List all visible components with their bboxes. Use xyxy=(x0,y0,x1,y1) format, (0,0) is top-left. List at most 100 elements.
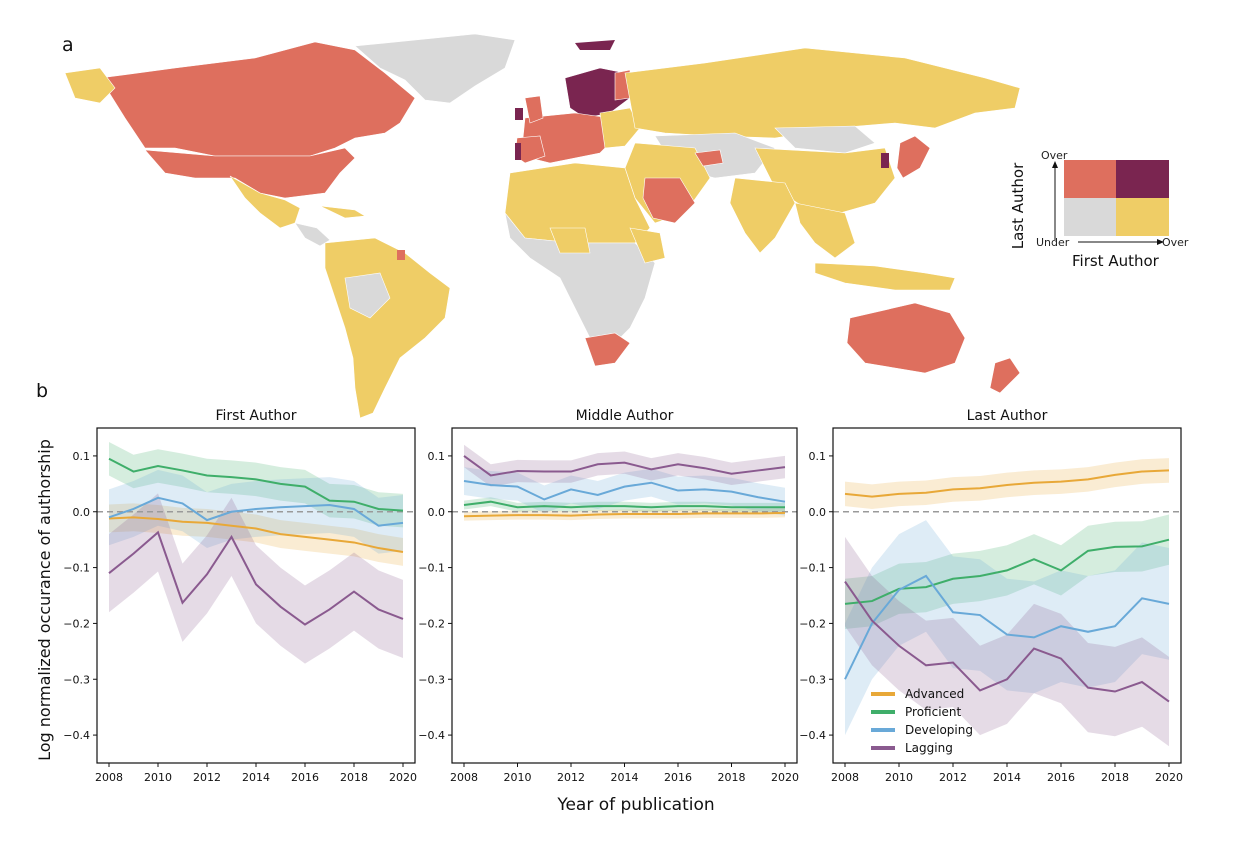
x-tick-label: 2018 xyxy=(1101,771,1129,784)
map-legend: Over Under Over First Author Last Author xyxy=(1009,145,1210,275)
y-tick-label: −0.2 xyxy=(799,617,826,630)
map-ireland xyxy=(515,108,523,120)
confidence-band-developing xyxy=(845,520,1169,736)
series-line-proficient xyxy=(463,500,785,509)
x-tick-label: 2008 xyxy=(831,771,859,784)
x-tick-label: 2020 xyxy=(771,771,799,784)
map-indonesia xyxy=(814,262,956,291)
panel-label-a: a xyxy=(62,34,74,56)
series-line-lagging xyxy=(463,455,786,477)
y-tick-label: −0.3 xyxy=(63,673,90,686)
world-map-svg xyxy=(64,33,1021,419)
panel-label-b: b xyxy=(36,380,49,402)
map-portugal xyxy=(515,143,521,160)
series-line-developing xyxy=(844,574,1170,680)
map-legend-x-right: Over xyxy=(1162,236,1189,249)
map-scandinavia xyxy=(564,67,631,119)
series-line-lagging xyxy=(108,530,404,626)
map-iran xyxy=(694,149,724,167)
map-usa xyxy=(144,147,356,199)
x-tick-label: 2014 xyxy=(993,771,1021,784)
map-french-guiana xyxy=(397,250,405,260)
chart-0: First Author 0.1 0.0 −0.1 −0.2 −0.3 −0.4 2008 20… xyxy=(63,408,417,784)
series-line-advanced xyxy=(463,511,786,518)
x-tick-label: 2010 xyxy=(885,771,913,784)
map-greenland xyxy=(354,33,516,104)
confidence-band-developing xyxy=(109,469,403,554)
shared-x-label: Year of publication xyxy=(556,795,714,815)
map-india xyxy=(729,177,796,254)
x-tick-label: 2014 xyxy=(242,771,270,784)
x-tick-label: 2020 xyxy=(1155,771,1183,784)
shared-y-label: Log normalized occurance of authorship xyxy=(35,439,54,761)
confidence-band-advanced xyxy=(845,458,1169,509)
map-africa-east-yellow xyxy=(629,227,666,264)
series-line-developing xyxy=(463,480,786,503)
x-tick-label: 2018 xyxy=(718,771,746,784)
map-south-korea xyxy=(881,153,889,168)
map-caribbean xyxy=(319,205,366,219)
series-line-advanced xyxy=(108,516,404,553)
legend-label-advanced: Advanced xyxy=(905,687,964,701)
legend-cell-over-over xyxy=(1116,160,1169,198)
x-tick-label: 2012 xyxy=(193,771,221,784)
map-russia xyxy=(624,47,1021,139)
confidence-band-lagging xyxy=(109,493,403,664)
legend-cell-under-under xyxy=(1064,198,1116,236)
x-tick-label: 2016 xyxy=(291,771,319,784)
legend-cell-first-over-last-under xyxy=(1116,198,1169,236)
map-legend-origin: Under xyxy=(1036,236,1070,249)
confidence-band-proficient xyxy=(464,497,785,512)
x-tick-label: 2010 xyxy=(144,771,172,784)
y-tick-label: −0.4 xyxy=(418,729,445,742)
map-japan xyxy=(896,135,931,179)
map-legend-y-top: Over xyxy=(1041,149,1068,162)
x-tick-label: 2018 xyxy=(340,771,368,784)
x-tick-label: 2012 xyxy=(557,771,585,784)
confidence-band-proficient xyxy=(845,514,1169,629)
y-tick-label: 0.1 xyxy=(73,450,91,463)
y-tick-label: −0.4 xyxy=(63,729,90,742)
map-mongolia-china-north xyxy=(774,125,876,154)
map-legend-grid xyxy=(1052,160,1169,245)
x-tick-label: 2014 xyxy=(611,771,639,784)
map-south-africa xyxy=(584,332,631,367)
chart-1: Middle Author 0.1 0.0 −0.1 −0.2 −0.3 −0.4 2008 2… xyxy=(418,408,799,784)
x-tick-label: 2012 xyxy=(939,771,967,784)
legend-label-developing: Developing xyxy=(905,723,973,737)
map-southeast-asia xyxy=(794,202,856,259)
map-alaska xyxy=(64,67,116,104)
legend-cell-first-under-last-over xyxy=(1064,160,1116,198)
series-line-lagging xyxy=(844,580,1170,703)
y-tick-label: 0.0 xyxy=(73,506,91,519)
x-tick-label: 2016 xyxy=(664,771,692,784)
chart-title: Middle Author xyxy=(576,408,674,424)
legend-label-lagging: Lagging xyxy=(905,741,953,755)
map-africa-west-yellow xyxy=(549,227,591,254)
x-tick-label: 2008 xyxy=(95,771,123,784)
confidence-band-lagging xyxy=(845,536,1169,747)
x-tick-label: 2010 xyxy=(504,771,532,784)
y-tick-label: −0.1 xyxy=(418,562,445,575)
series-line-advanced xyxy=(844,469,1170,498)
x-tick-label: 2016 xyxy=(1047,771,1075,784)
map-south-america-grey xyxy=(344,272,391,319)
y-tick-label: −0.2 xyxy=(63,617,90,630)
world-map xyxy=(55,28,1045,423)
map-australia xyxy=(846,302,966,374)
y-tick-label: 0.0 xyxy=(809,506,827,519)
series-legend: Advanced Proficient Developing Lagging xyxy=(871,687,973,755)
y-tick-label: 0.1 xyxy=(809,450,827,463)
map-central-america xyxy=(294,222,331,247)
y-tick-label: −0.1 xyxy=(799,562,826,575)
confidence-band-advanced xyxy=(109,503,403,566)
y-tick-label: 0.0 xyxy=(428,506,446,519)
y-tick-label: −0.3 xyxy=(799,673,826,686)
map-new-zealand xyxy=(989,357,1021,394)
y-tick-label: −0.2 xyxy=(418,617,445,630)
map-north-america-north xyxy=(99,41,416,157)
series-line-developing xyxy=(108,496,404,527)
y-tick-label: −0.3 xyxy=(418,673,445,686)
map-saudi-arabia xyxy=(642,177,696,224)
x-tick-label: 2008 xyxy=(450,771,478,784)
